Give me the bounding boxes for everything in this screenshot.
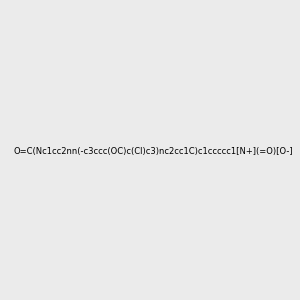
Text: O=C(Nc1cc2nn(-c3ccc(OC)c(Cl)c3)nc2cc1C)c1ccccc1[N+](=O)[O-]: O=C(Nc1cc2nn(-c3ccc(OC)c(Cl)c3)nc2cc1C)c… [14,147,294,156]
